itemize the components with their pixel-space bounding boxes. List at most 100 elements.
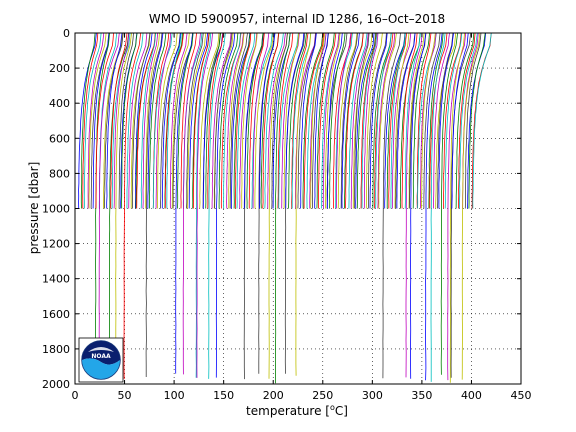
y-tick-label: 0 <box>63 27 70 40</box>
profile-line <box>195 32 212 378</box>
profile-line <box>423 32 441 209</box>
profile-line <box>468 32 486 209</box>
profile-line <box>455 32 475 209</box>
profile-line <box>399 32 421 209</box>
profile-line <box>207 32 224 209</box>
profile-line <box>142 32 159 209</box>
profile-line <box>458 32 478 209</box>
x-axis-label-degree: o <box>330 403 335 412</box>
profile-line <box>375 32 392 209</box>
profile-line <box>123 32 142 380</box>
profile-line <box>268 32 288 379</box>
profile-line <box>394 32 410 209</box>
profile-line <box>160 32 181 209</box>
grid <box>75 33 521 384</box>
profile-line <box>416 32 432 209</box>
profile-line <box>355 32 375 209</box>
profile-line <box>344 32 364 209</box>
profile-line <box>90 32 110 209</box>
profile-line <box>401 32 418 209</box>
profile-line <box>369 32 388 209</box>
profile-line <box>291 32 309 209</box>
profile-line <box>82 32 99 209</box>
profile-line <box>134 32 153 209</box>
profile-line <box>278 32 299 209</box>
profile-line <box>449 32 465 383</box>
profile-line <box>396 32 416 209</box>
y-tick-label: 1000 <box>42 203 70 216</box>
profile-line <box>196 32 213 378</box>
profile-line <box>113 32 130 209</box>
profile-line <box>354 32 370 209</box>
profiles <box>78 32 492 384</box>
profile-line <box>264 32 284 209</box>
y-tick-label: 400 <box>49 97 70 110</box>
x-tick-label: 100 <box>164 389 185 402</box>
profile-line <box>208 32 226 379</box>
y-tick-label: 200 <box>49 62 70 75</box>
profile-line <box>438 32 454 209</box>
profile-line <box>145 32 160 209</box>
profile-line <box>390 32 406 209</box>
profile-line <box>322 32 340 209</box>
profile-line <box>437 32 454 209</box>
profile-line <box>171 32 190 209</box>
profile-line <box>248 32 265 209</box>
profile-line <box>211 32 232 209</box>
x-tick-label: 450 <box>511 389 532 402</box>
y-tick-label: 1600 <box>42 308 70 321</box>
x-tick-label: 350 <box>411 389 432 402</box>
profile-line <box>360 32 377 209</box>
profile-line <box>326 32 343 209</box>
logo-bird <box>82 341 120 365</box>
profile-line <box>166 32 182 209</box>
profile-line <box>164 32 184 209</box>
x-tick-label: 400 <box>461 389 482 402</box>
profile-line <box>430 32 446 382</box>
profile-line <box>444 32 463 209</box>
profile-line <box>352 32 373 209</box>
x-tick-label: 300 <box>362 389 383 402</box>
profile-line <box>262 32 279 209</box>
profile-line <box>336 32 352 209</box>
chart-title: WMO ID 5900957, internal ID 1286, 16–Oct… <box>149 12 445 26</box>
profile-line <box>428 32 444 209</box>
profile-line <box>236 32 256 209</box>
svg-text:temperature [oC]: temperature [oC] <box>246 403 348 418</box>
profile-line <box>311 32 329 209</box>
profile-line <box>382 32 401 379</box>
profile-line <box>324 32 341 209</box>
profile-line <box>175 32 193 374</box>
profile-line <box>234 32 252 209</box>
profile-line <box>172 32 194 209</box>
profile-line <box>283 32 300 209</box>
profile-line <box>148 32 167 209</box>
profile-line <box>404 32 421 209</box>
profile-line <box>115 32 132 377</box>
y-tick-label: 1200 <box>42 238 70 251</box>
profile-line <box>410 32 427 379</box>
x-axis-label: temperature [oC] <box>246 403 348 418</box>
x-tick-label: 0 <box>72 389 79 402</box>
profile-line <box>80 32 96 209</box>
profile-line <box>169 32 188 209</box>
profile-line <box>272 32 291 209</box>
profile-line <box>417 32 437 209</box>
profile-line <box>317 32 337 209</box>
profile-line <box>363 32 379 209</box>
profile-line <box>243 32 264 209</box>
y-tick-label: 600 <box>49 132 70 145</box>
profile-line <box>231 32 251 209</box>
profile-line <box>156 32 178 209</box>
profile-line <box>288 32 307 209</box>
profile-line <box>432 32 450 209</box>
profile-line <box>335 32 353 209</box>
profile-line <box>95 32 114 209</box>
profile-line <box>378 32 397 209</box>
profile-line <box>215 32 236 378</box>
profile-line <box>136 32 156 209</box>
profile-line <box>228 32 245 209</box>
profile-line <box>329 32 346 209</box>
profile-line <box>451 32 469 209</box>
profile-line <box>425 32 443 381</box>
